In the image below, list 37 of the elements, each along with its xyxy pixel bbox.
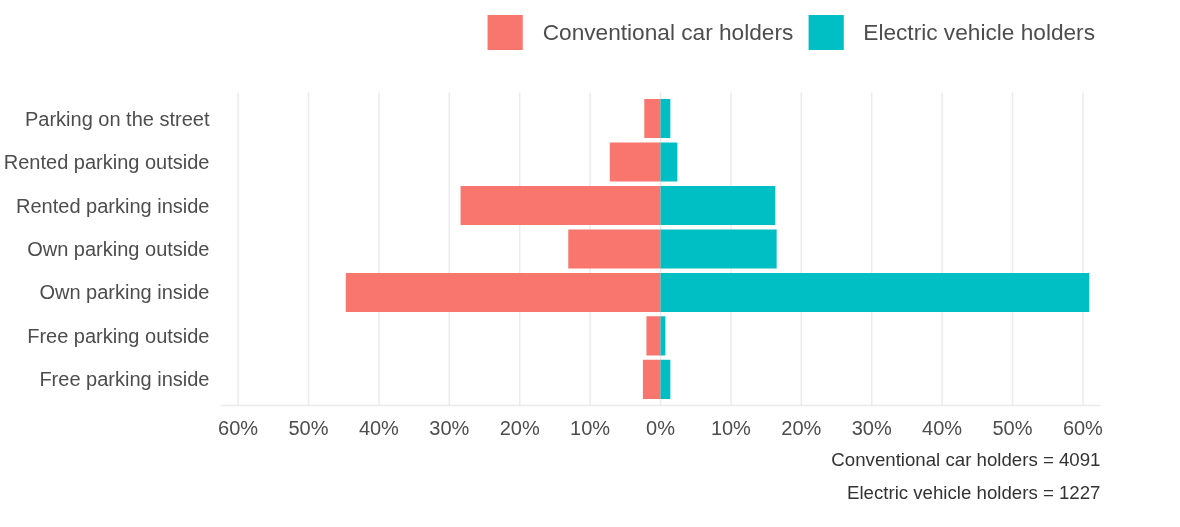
bar	[646, 316, 661, 356]
x-tick-label: 10%	[570, 416, 611, 439]
x-tick-label: 30%	[851, 416, 892, 439]
x-tick-label: 20%	[499, 416, 540, 439]
legend-label: Conventional car holders	[542, 18, 794, 46]
x-tick-label: 40%	[922, 416, 963, 439]
y-tick-label: Free parking outside	[27, 324, 210, 347]
bar	[345, 272, 661, 313]
y-tick-label: Rented parking inside	[16, 194, 210, 217]
x-tick-label: 60%	[218, 416, 259, 439]
x-tick-label: 50%	[288, 416, 329, 439]
bar	[660, 272, 1090, 313]
bar	[660, 229, 777, 269]
bar	[660, 142, 678, 182]
bar	[660, 185, 776, 226]
y-tick-label: Parking on the street	[24, 107, 210, 130]
x-tick-label: 30%	[429, 416, 470, 439]
legend-label: Electric vehicle holders	[863, 18, 1095, 46]
y-tick-label: Rented parking outside	[3, 151, 210, 174]
x-tick-label: 50%	[992, 416, 1033, 439]
text: Conventional car holders = 4091	[831, 448, 1101, 470]
bar	[568, 229, 661, 269]
bar	[609, 142, 661, 182]
bar	[660, 98, 671, 139]
x-tick-label: 0%	[646, 416, 676, 439]
x-tick-label: 60%	[1062, 416, 1104, 439]
x-tick-label: 10%	[710, 416, 752, 439]
x-tick-label: 40%	[358, 416, 400, 439]
bar	[644, 98, 661, 139]
bar	[660, 359, 671, 399]
y-tick-label: Own parking outside	[27, 237, 210, 260]
y-tick-label: Free parking inside	[39, 368, 210, 391]
y-tick-label: Own parking inside	[39, 281, 210, 304]
bar	[642, 359, 661, 399]
x-tick-label: 20%	[781, 416, 822, 439]
text: Electric vehicle holders = 1227	[846, 481, 1101, 503]
bar	[460, 185, 661, 226]
